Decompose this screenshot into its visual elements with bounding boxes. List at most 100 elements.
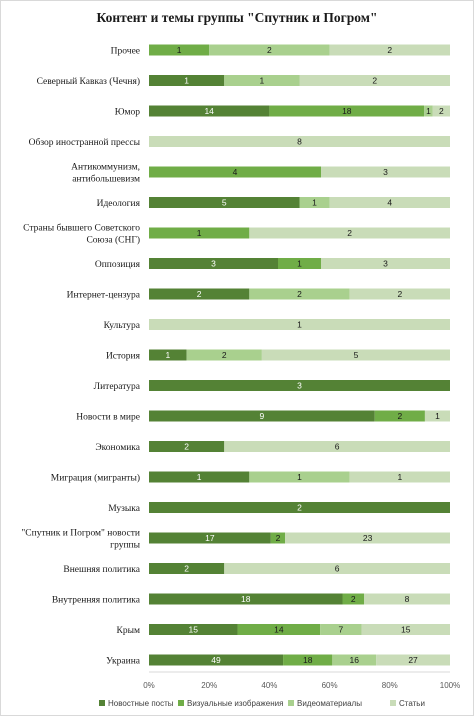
legend-item: Визуальные изображения xyxy=(178,699,283,708)
category-label: Литература xyxy=(94,382,141,392)
category-label: Прочее xyxy=(111,47,140,57)
data-label: 1 xyxy=(435,411,440,421)
category-label: Внутренняя политика xyxy=(52,596,141,606)
bar-segment xyxy=(149,258,278,269)
bar-segment xyxy=(361,624,450,635)
bar-segment xyxy=(149,471,250,483)
bar-segment xyxy=(299,75,450,86)
bar-segment xyxy=(149,441,225,452)
bar-segment xyxy=(224,563,450,574)
legend-label: Новостные посты xyxy=(108,699,174,708)
bar-segment xyxy=(376,654,450,666)
bar-segment xyxy=(320,624,362,635)
data-label: 8 xyxy=(405,594,410,604)
data-label: 3 xyxy=(211,259,216,269)
category-label: Страны бывшего Советского xyxy=(23,223,140,234)
data-label: 3 xyxy=(383,259,388,269)
data-label: 7 xyxy=(338,625,343,635)
bar-segment xyxy=(149,105,270,117)
category-label: "Спутник и Погром" новости xyxy=(21,529,140,539)
bar-segment xyxy=(374,410,425,422)
data-label: 15 xyxy=(401,625,411,635)
data-label: 23 xyxy=(363,533,373,543)
data-label: 14 xyxy=(204,106,214,116)
x-tick-label: 80% xyxy=(382,681,398,690)
bar-segment xyxy=(149,288,250,300)
legend-label: Видеоматериалы xyxy=(297,699,362,708)
data-label: 2 xyxy=(297,503,302,513)
bar-segment xyxy=(364,593,450,605)
legend-swatch xyxy=(288,700,294,706)
data-label: 2 xyxy=(387,45,392,55)
bar-segment xyxy=(149,197,300,208)
bar-segment xyxy=(249,227,450,239)
data-labels: 1 2 21 1 214 18 1 284 35 1 41 23 1 32 2 211 2 539 2 12 61 1 12… xyxy=(165,45,444,665)
bar-segment xyxy=(283,654,333,666)
data-label: 2 xyxy=(351,594,356,604)
category-label: Украина xyxy=(106,657,141,667)
category-label: Оппозиция xyxy=(95,260,141,270)
category-label: История xyxy=(106,352,141,362)
bar-segment xyxy=(349,471,450,483)
category-label: Миграция (мигранты) xyxy=(51,473,140,484)
data-label: 18 xyxy=(342,106,352,116)
bar-segment xyxy=(149,563,225,574)
bar-segment xyxy=(149,44,210,56)
category-label: Антикоммунизм, xyxy=(71,163,140,173)
category-label: Новости в мире xyxy=(76,413,140,423)
legend-item: Новостные посты xyxy=(99,699,174,708)
category-label: Музыка xyxy=(108,504,141,514)
bar-segment xyxy=(270,532,286,544)
bar-segment xyxy=(432,105,450,117)
data-label: 6 xyxy=(335,564,340,574)
bar-segment xyxy=(299,197,330,208)
data-label: 2 xyxy=(439,106,444,116)
data-label: 1 xyxy=(197,472,202,482)
bar-segment xyxy=(149,166,321,178)
data-label: 14 xyxy=(274,625,284,635)
data-label: 4 xyxy=(387,198,392,208)
data-label: 4 xyxy=(233,167,238,177)
data-label: 1 xyxy=(165,350,170,360)
bar-segment xyxy=(424,105,433,117)
bar-segment xyxy=(249,471,350,483)
bar-segment xyxy=(149,410,375,422)
bar-segment xyxy=(149,227,250,239)
bar-segment xyxy=(149,624,238,635)
bar-segment xyxy=(269,105,425,117)
legend-label: Статьи xyxy=(399,699,425,708)
data-label: 1 xyxy=(426,106,431,116)
data-label: 2 xyxy=(347,228,352,238)
category-label: Внешняя политика xyxy=(63,565,140,575)
legend-swatch xyxy=(390,700,396,706)
data-label: 1 xyxy=(184,76,189,86)
data-label: 2 xyxy=(222,350,227,360)
bar-segments xyxy=(149,44,450,666)
bar-segment xyxy=(321,258,450,269)
bar-segment xyxy=(149,349,187,361)
data-label: 18 xyxy=(241,594,251,604)
legend-item: Статьи xyxy=(390,699,425,708)
data-label: 6 xyxy=(335,442,340,452)
bar-segment xyxy=(149,502,450,513)
category-label: Северный Кавказ (Чечня) xyxy=(37,76,140,87)
x-tick-label: 60% xyxy=(322,681,338,690)
data-label: 9 xyxy=(260,411,265,421)
data-label: 1 xyxy=(260,76,265,86)
data-label: 5 xyxy=(222,198,227,208)
category-label: Интернет-цензура xyxy=(67,291,141,301)
bar-segment xyxy=(149,654,284,666)
category-label: Идеология xyxy=(97,199,141,209)
data-label: 16 xyxy=(349,655,359,665)
bar-segment xyxy=(349,288,450,300)
bar-segment xyxy=(149,532,271,544)
bar-segment xyxy=(329,197,450,208)
legend-swatch xyxy=(99,700,105,706)
data-label: 2 xyxy=(372,76,377,86)
data-label: 2 xyxy=(267,45,272,55)
category-label: Союза (СНГ) xyxy=(86,235,140,246)
legend-item: Видеоматериалы xyxy=(288,699,362,708)
bar-segment xyxy=(237,624,321,635)
data-label: 2 xyxy=(184,564,189,574)
bar-segment xyxy=(149,136,450,147)
